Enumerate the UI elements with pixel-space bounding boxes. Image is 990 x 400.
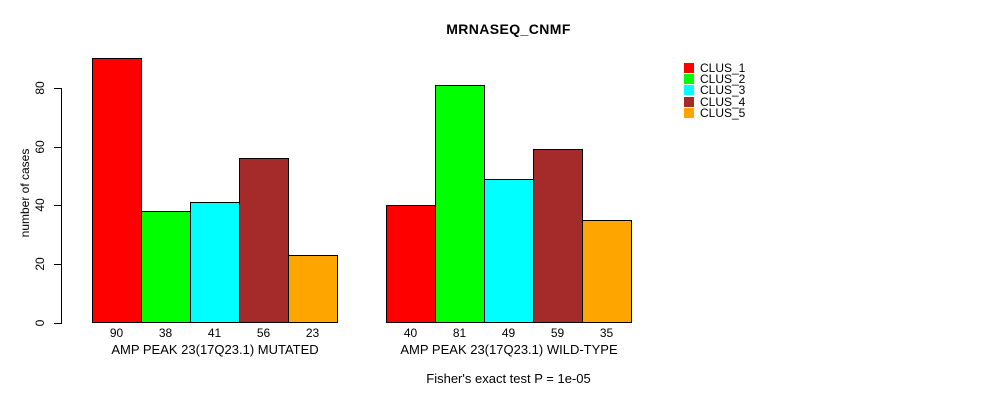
y-axis-title: number of cases (18, 148, 32, 238)
y-tick-label: 40 (33, 198, 47, 212)
legend-color-swatch (684, 85, 694, 96)
legend-label: CLUS_4 (700, 94, 746, 109)
bar-value-label: 35 (599, 326, 614, 340)
bar-clus_1 (92, 58, 142, 323)
legend-label: CLUS_3 (700, 83, 746, 98)
y-tick-label: 80 (33, 81, 47, 95)
y-axis-line (61, 87, 62, 324)
legend-item: CLUS_3 (684, 83, 746, 98)
y-tick-mark (54, 146, 61, 148)
legend-label: CLUS_5 (700, 105, 746, 120)
fisher-test-annotation: Fisher's exact test P = 1e-05 (426, 371, 591, 386)
bar-value-label: 49 (501, 326, 516, 340)
legend-color-swatch (684, 96, 694, 107)
legend-item: CLUS_1 (684, 60, 746, 75)
legend-item: CLUS_2 (684, 71, 746, 86)
bar-clus_2 (141, 211, 191, 323)
legend-label: CLUS_2 (700, 71, 746, 86)
x-group-label: AMP PEAK 23(17Q23.1) MUTATED (111, 342, 319, 357)
legend: CLUS_1 CLUS_2 CLUS_3 CLUS_4 CLUS_5 (684, 60, 746, 120)
y-tick-label: 20 (33, 257, 47, 271)
y-tick-mark (54, 264, 61, 266)
legend-color-swatch (684, 62, 694, 73)
bar-clus_4 (239, 158, 289, 323)
bar-value-label: 38 (158, 326, 173, 340)
bar-clus_4 (533, 149, 583, 323)
legend-item: CLUS_5 (684, 105, 746, 120)
y-tick-mark (54, 323, 61, 324)
y-tick-label: 0 (33, 319, 47, 327)
bar-value-label: 56 (256, 326, 271, 340)
bar-clus_2 (435, 84, 485, 323)
bar-value-label: 59 (550, 326, 565, 340)
y-tick-mark (54, 87, 61, 89)
y-tick-mark (54, 205, 61, 207)
bar-value-label: 90 (109, 326, 124, 340)
bar-value-label: 23 (305, 326, 320, 340)
bar-value-label: 41 (207, 326, 222, 340)
legend-label: CLUS_1 (700, 60, 746, 75)
x-group-label: AMP PEAK 23(17Q23.1) WILD-TYPE (400, 342, 618, 357)
bar-clus_5 (288, 255, 338, 323)
bar-value-label: 81 (452, 326, 467, 340)
bar-clus_3 (484, 178, 534, 323)
bar-value-label: 40 (403, 326, 418, 340)
legend-color-swatch (684, 73, 694, 84)
legend-item: CLUS_4 (684, 94, 746, 109)
bar-clus_5 (582, 220, 632, 323)
y-tick-label: 60 (33, 139, 47, 154)
legend-color-swatch (684, 107, 694, 118)
chart-title: MRNASEQ_CNMF (446, 21, 571, 37)
bar-clus_1 (386, 205, 436, 323)
bar-clus_3 (190, 202, 240, 323)
